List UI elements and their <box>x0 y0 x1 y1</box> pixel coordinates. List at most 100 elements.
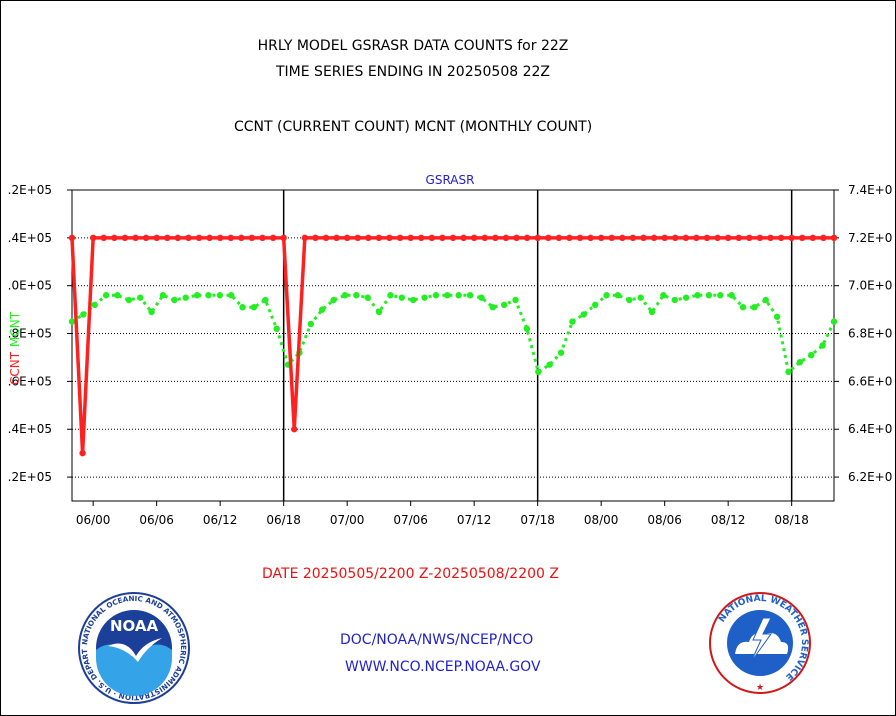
noaa-wave <box>96 644 172 696</box>
mcnt-point <box>728 292 735 299</box>
mcnt-point <box>637 294 644 301</box>
ccnt-point <box>820 234 827 242</box>
ccnt-point <box>545 234 552 242</box>
ccnt-point <box>629 234 637 242</box>
mcnt-point <box>193 292 201 299</box>
left-tick-label: .2E+05 <box>8 183 52 197</box>
mcnt-point <box>239 304 246 311</box>
ccnt-point <box>164 234 171 242</box>
ccnt-point <box>89 234 97 242</box>
mcnt-point <box>421 294 428 301</box>
website-link[interactable]: WWW.NCO.NCEP.NOAA.GOV <box>345 659 541 675</box>
mcnt-point <box>523 325 531 332</box>
ccnt-point <box>259 234 266 242</box>
x-tick-label: 08/06 <box>647 513 682 527</box>
ccnt-point <box>174 234 182 242</box>
mcnt-point <box>216 292 224 299</box>
ccnt-point <box>640 234 647 242</box>
mcnt-point <box>364 294 371 301</box>
x-tick-label: 06/12 <box>203 513 238 527</box>
x-axis-ticks: 06/00 06/06 06/12 06/18 07/00 07/06 07/12 07/18… <box>76 501 809 527</box>
mcnt-point <box>557 349 565 356</box>
org-label: DOC/NOAA/NWS/NCEP/NCO <box>340 632 534 648</box>
ccnt-point <box>481 234 488 242</box>
mcnt-point <box>250 304 258 311</box>
right-tick-label: 6.4E+0 <box>848 422 892 436</box>
ccnt-point <box>132 234 139 242</box>
mcnt-point <box>569 318 576 325</box>
mcnt-point <box>478 294 485 301</box>
ccnt-point <box>142 234 150 242</box>
mcnt-point <box>432 292 440 299</box>
right-tick-label: 7.2E+0 <box>848 231 892 245</box>
mcnt-point <box>830 318 838 325</box>
ccnt-point <box>418 234 425 242</box>
mcnt-point <box>512 296 519 304</box>
ccnt-point <box>470 234 478 242</box>
ccnt-point <box>407 234 414 242</box>
mcnt-point <box>159 292 167 299</box>
mcnt-point <box>762 296 769 304</box>
mcnt-point <box>626 296 633 304</box>
mcnt-point <box>603 292 610 299</box>
mcnt-point <box>409 296 417 304</box>
ccnt-point <box>597 234 605 242</box>
mcnt-point <box>102 292 110 299</box>
x-tick-label: 06/00 <box>76 513 111 527</box>
ccnt-point <box>661 234 668 242</box>
ccnt-point <box>216 234 224 242</box>
mcnt-point <box>466 292 474 299</box>
mcnt-point <box>751 304 758 311</box>
mcnt-point <box>341 292 349 299</box>
right-tick-label: 6.8E+0 <box>848 327 892 341</box>
mcnt-point <box>535 368 542 376</box>
ccnt-point <box>672 234 679 242</box>
left-tick-label: .8E+05 <box>8 327 52 341</box>
mcnt-point <box>91 301 98 309</box>
x-tick-label: 07/06 <box>393 513 428 527</box>
x-tick-label: 06/18 <box>266 513 301 527</box>
mcnt-point <box>614 292 622 299</box>
mcnt-point <box>114 292 121 299</box>
ccnt-point <box>301 234 309 242</box>
mcnt-point <box>353 292 360 299</box>
left-tick-label: .0E+05 <box>8 279 52 293</box>
noaa-bird-icon <box>108 638 162 662</box>
ccnt-point <box>587 234 594 242</box>
ccnt-point <box>365 234 372 242</box>
right-axis-ticks: 7.4E+0 7.2E+0 7.0E+0 6.8E+0 6.6E+0 6.4E+0 6.2E… <box>834 183 892 484</box>
mcnt-point <box>330 296 337 304</box>
ccnt-point <box>777 234 785 242</box>
right-tick-label: 6.6E+0 <box>848 374 892 388</box>
noaa-wordmark: NOAA <box>110 617 159 635</box>
ccnt-point <box>248 234 256 242</box>
ccnt-point <box>682 234 690 242</box>
mcnt-point <box>182 294 189 301</box>
series-description: CCNT (CURRENT COUNT) MCNT (MONTHLY COUNT… <box>234 119 593 135</box>
left-tick-label: .4E+05 <box>8 231 52 245</box>
mcnt-point <box>68 318 76 325</box>
ccnt-point <box>428 234 436 242</box>
x-tick-label: 08/00 <box>584 513 619 527</box>
mcnt-point <box>694 292 701 299</box>
ccnt-point <box>280 234 287 242</box>
ccnt-point <box>111 234 118 242</box>
ccnt-point <box>354 234 361 242</box>
ccnt-point <box>153 234 160 242</box>
x-tick-label: 08/12 <box>711 513 746 527</box>
ccnt-point <box>566 234 573 242</box>
mcnt-point <box>148 308 155 316</box>
right-tick-label: 7.0E+0 <box>848 279 892 293</box>
nws-logo: NATIONAL WEATHER SERVICE ★ <box>709 592 811 694</box>
ccnt-point <box>185 234 192 242</box>
chart-title: HRLY MODEL GSRASR DATA COUNTS for 22Z <box>257 38 569 54</box>
ccnt-point <box>523 234 531 242</box>
right-axis-label: MCNT <box>8 311 22 347</box>
mcnt-point <box>648 308 656 316</box>
ccnt-point <box>238 234 245 242</box>
ccnt-point <box>375 234 383 242</box>
ccnt-point <box>767 234 774 242</box>
mcnt-point <box>205 292 212 299</box>
mcnt-point <box>319 306 326 313</box>
